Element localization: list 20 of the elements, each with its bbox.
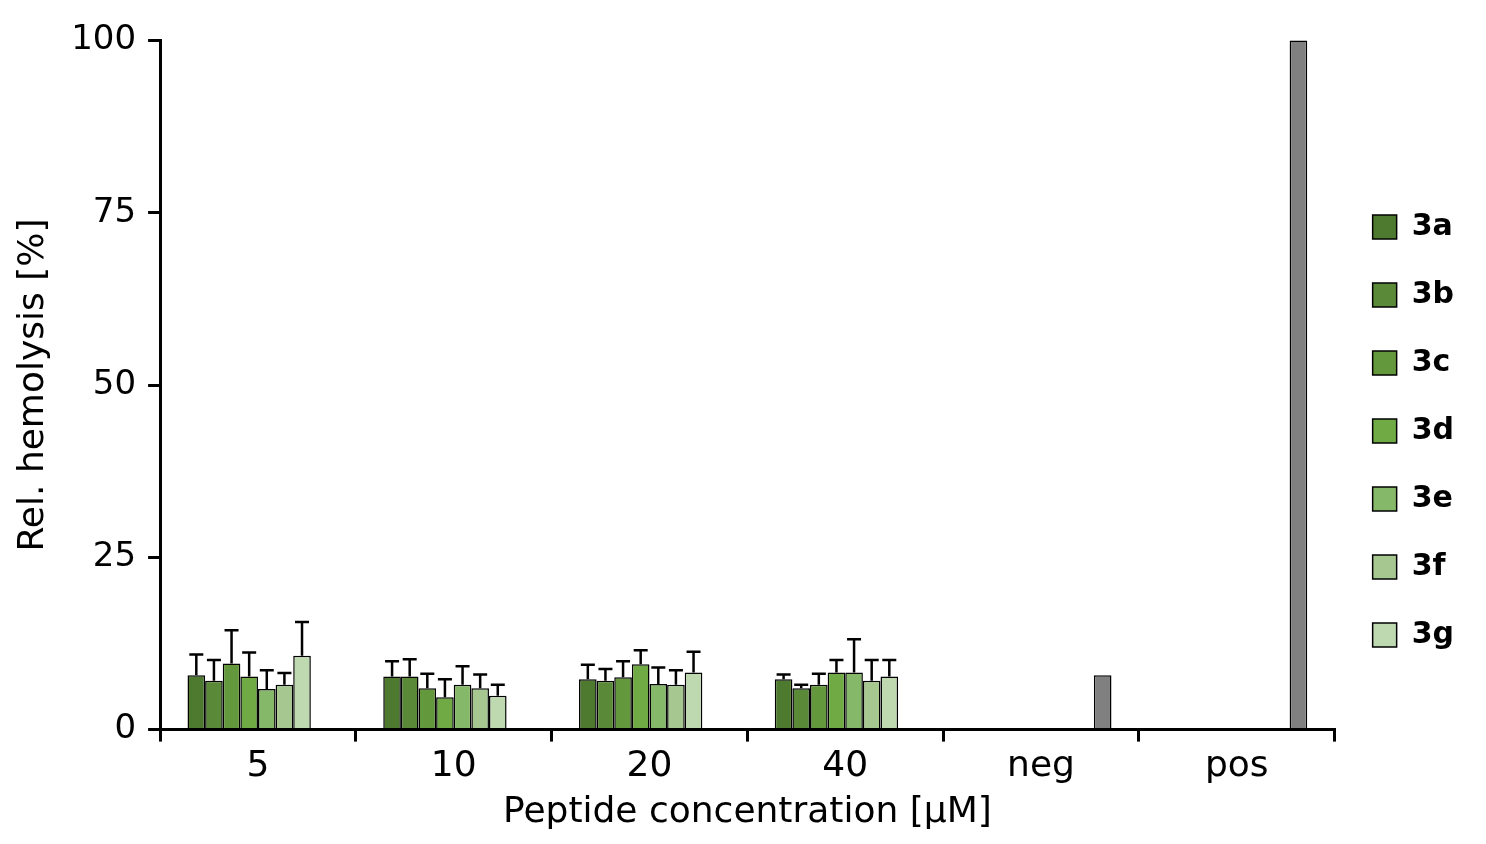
- y-tick-label: 25: [92, 534, 137, 575]
- legend-label: 3c: [1411, 342, 1451, 378]
- x-axis-title: Peptide concentration [µM]: [502, 788, 992, 830]
- y-tick-label: 100: [71, 17, 137, 58]
- y-axis-title: Rel. hemolysis [%]: [9, 218, 51, 552]
- y-tick-label: 75: [92, 189, 137, 230]
- y-tick-label: 0: [114, 706, 137, 747]
- legend-label: 3a: [1411, 206, 1453, 242]
- x-tick-label: 10: [430, 742, 477, 784]
- legend-label: 3b: [1411, 274, 1455, 310]
- legend-label: 3g: [1411, 614, 1455, 650]
- x-tick-label: pos: [1204, 742, 1269, 784]
- x-tick-label: 5: [246, 742, 270, 784]
- legend-label: 3d: [1411, 410, 1455, 446]
- y-tick-label: 50: [92, 361, 137, 402]
- legend-label: 3e: [1411, 478, 1453, 514]
- x-tick-label: neg: [1007, 742, 1075, 784]
- x-tick-label: 20: [626, 742, 673, 784]
- legend-label: 3f: [1411, 546, 1447, 582]
- x-tick-label: 40: [822, 742, 869, 784]
